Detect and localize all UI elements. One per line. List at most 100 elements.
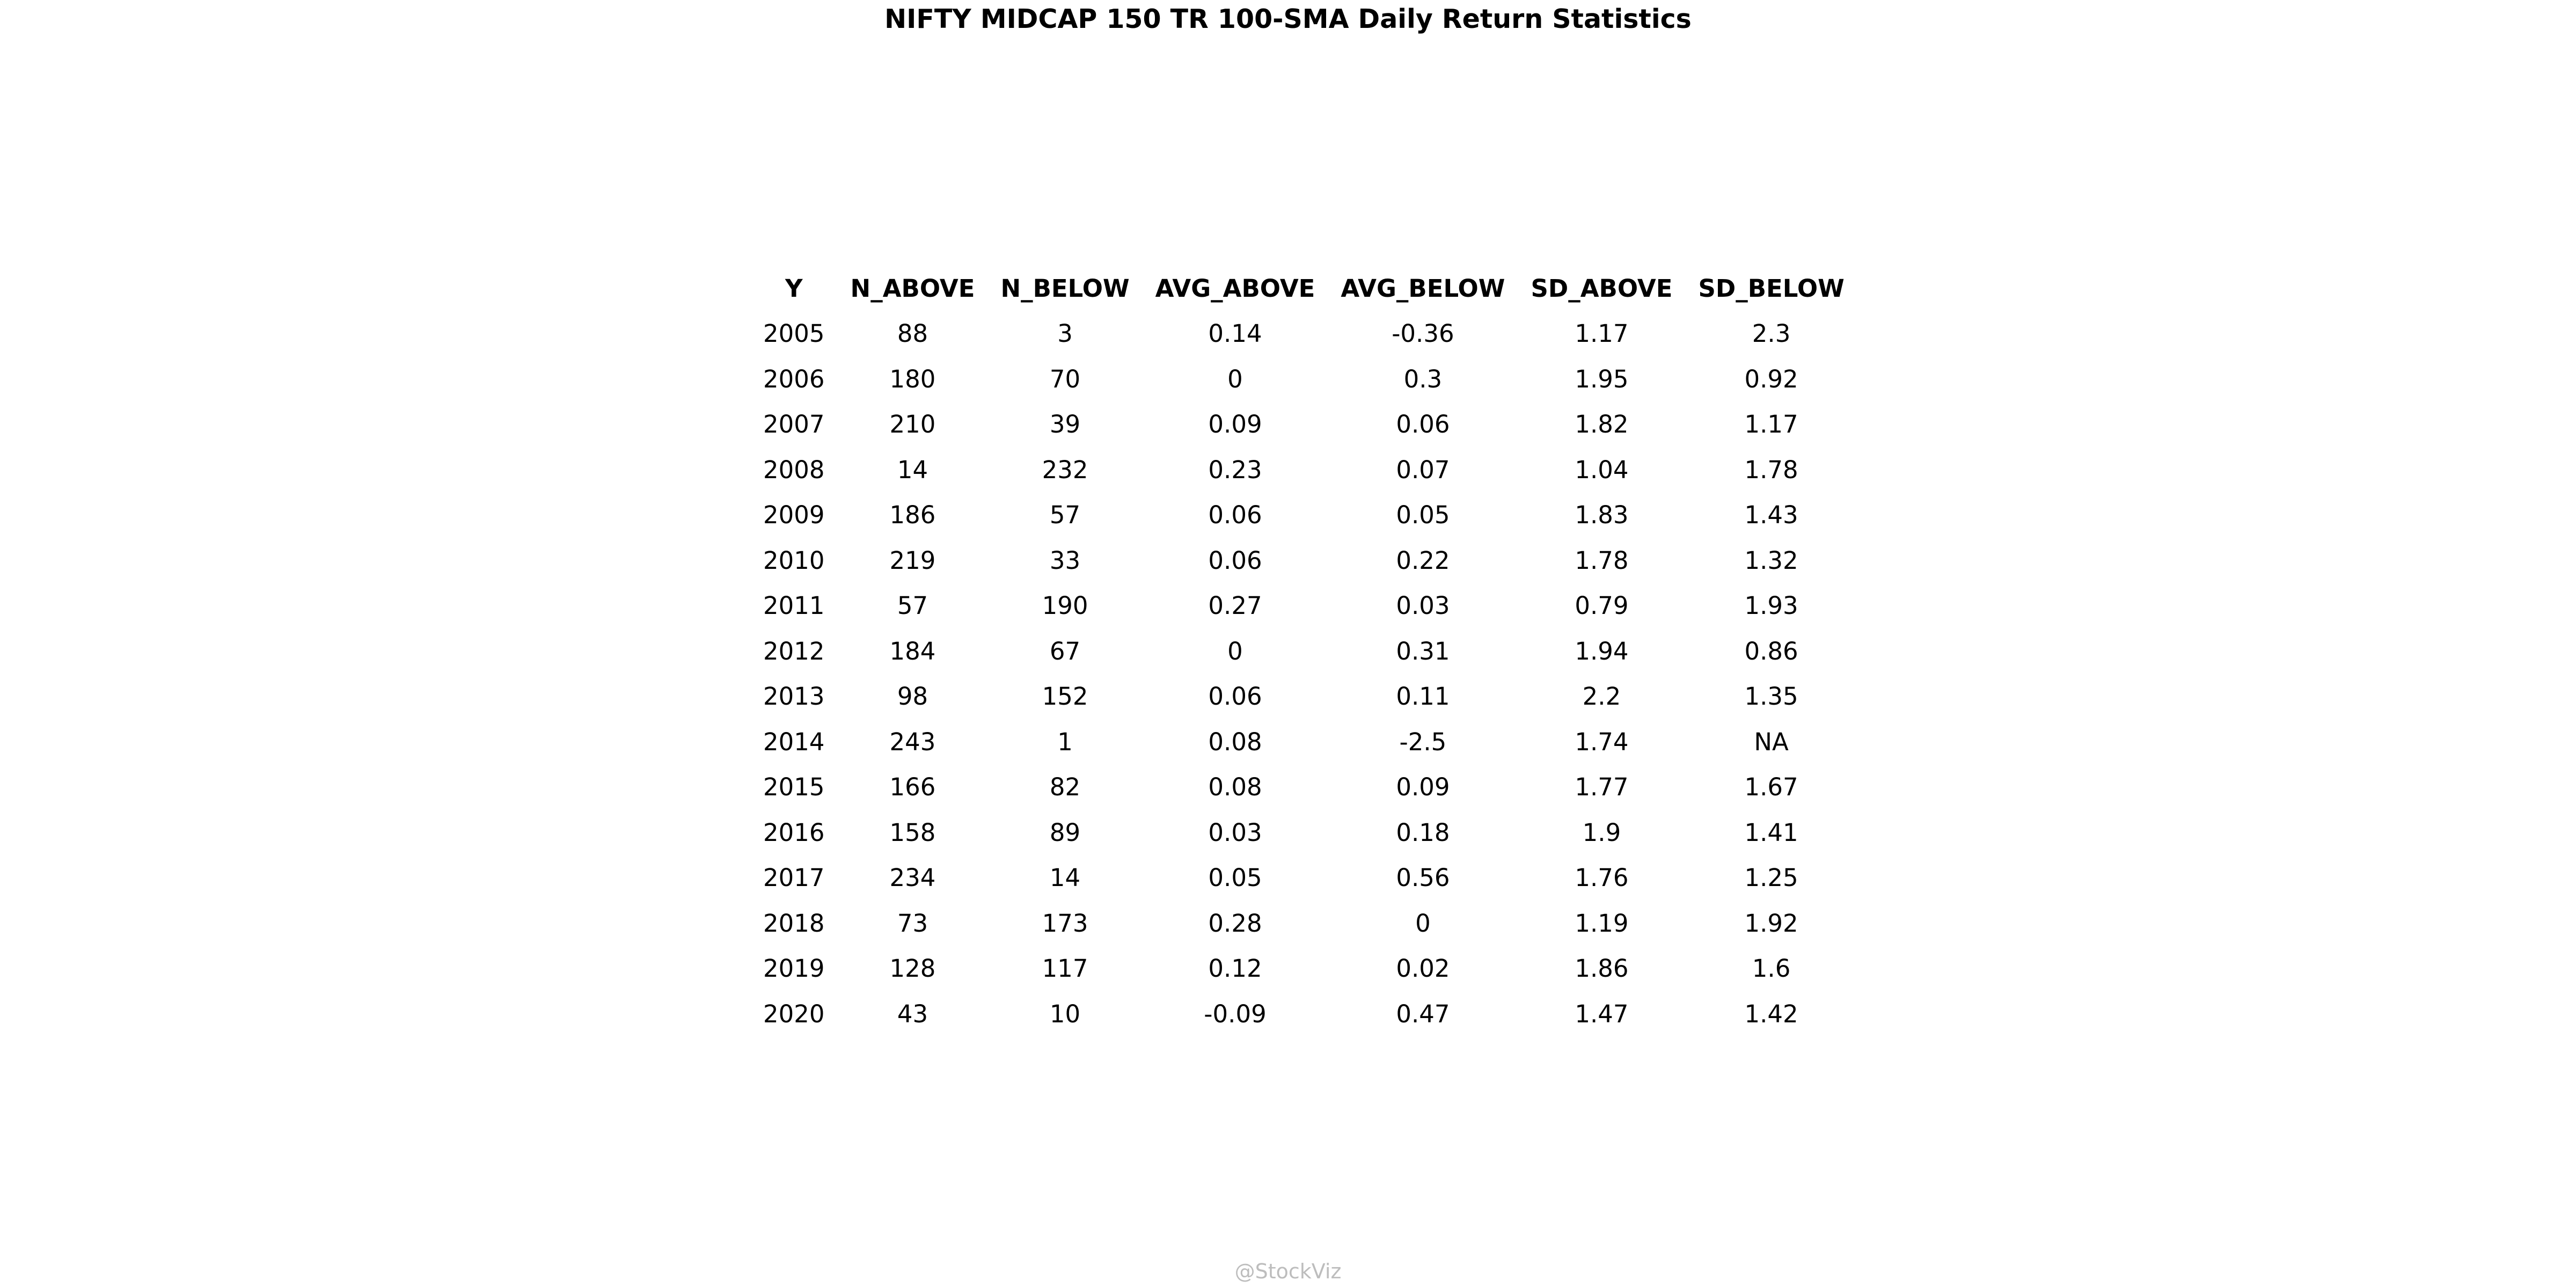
table-cell-n-above: 158 — [889, 818, 936, 847]
table-cell-avg-above: 0.08 — [1208, 773, 1262, 802]
table-row: 2006 180 70 0 0.3 1.95 0.92 — [750, 357, 1857, 402]
table-cell-n-above: 88 — [897, 319, 928, 348]
table-cell-sd-above: 1.17 — [1575, 319, 1629, 348]
table-cell-avg-below: 0.07 — [1396, 455, 1450, 484]
table-cell-n-above: 184 — [889, 636, 936, 665]
table-cell-y: 2011 — [763, 591, 825, 620]
table-cell-sd-below: 1.92 — [1744, 909, 1798, 938]
table-cell-sd-above: 1.94 — [1575, 636, 1629, 665]
table-row: 2015 166 82 0.08 0.09 1.77 1.67 — [750, 765, 1857, 810]
table-cell-n-below: 117 — [1042, 954, 1088, 983]
table-cell-avg-below: 0.05 — [1396, 501, 1450, 530]
column-header-y: Y — [785, 274, 803, 303]
table-cell-y: 2017 — [763, 863, 825, 892]
table-cell-avg-below: 0.06 — [1396, 410, 1450, 439]
table-row: 2010 219 33 0.06 0.22 1.78 1.32 — [750, 538, 1857, 584]
table-cell-sd-above: 2.2 — [1582, 682, 1621, 711]
table-cell-n-below: 152 — [1042, 682, 1088, 711]
table-cell-avg-below: 0 — [1415, 909, 1431, 938]
table-cell-sd-above: 0.79 — [1575, 591, 1629, 620]
table-cell-n-above: 166 — [889, 773, 936, 802]
table-cell-n-below: 1 — [1057, 727, 1073, 756]
table-cell-avg-above: 0.27 — [1208, 591, 1262, 620]
column-header-sd-below: SD_BELOW — [1698, 274, 1845, 303]
table-cell-n-below: 89 — [1049, 818, 1081, 847]
column-header-sd-above: SD_ABOVE — [1531, 274, 1673, 303]
table-cell-avg-below: 0.31 — [1396, 636, 1450, 665]
table-cell-n-above: 128 — [889, 954, 936, 983]
table-cell-avg-below: 0.02 — [1396, 954, 1450, 983]
table-cell-y: 2007 — [763, 410, 825, 439]
table-cell-n-above: 57 — [897, 591, 928, 620]
table-cell-n-below: 10 — [1049, 999, 1081, 1028]
table-cell-y: 2013 — [763, 682, 825, 711]
table-row: 2008 14 232 0.23 0.07 1.04 1.78 — [750, 448, 1857, 493]
table-cell-sd-above: 1.95 — [1575, 364, 1629, 393]
table-cell-avg-below: -2.5 — [1399, 727, 1447, 756]
table-cell-sd-above: 1.19 — [1575, 909, 1629, 938]
table-cell-n-below: 82 — [1049, 773, 1081, 802]
table-cell-sd-below: 0.92 — [1744, 364, 1798, 393]
table-cell-avg-below: 0.56 — [1396, 863, 1450, 892]
table-cell-n-below: 67 — [1049, 636, 1081, 665]
table-cell-sd-above: 1.78 — [1575, 546, 1629, 575]
table-cell-y: 2006 — [763, 364, 825, 393]
chart-title: NIFTY MIDCAP 150 TR 100-SMA Daily Return… — [884, 4, 1692, 34]
table-cell-avg-above: 0 — [1227, 636, 1243, 665]
table-cell-avg-above: 0.14 — [1208, 319, 1262, 348]
table-cell-avg-above: 0.28 — [1208, 909, 1262, 938]
table-cell-sd-below: 1.6 — [1752, 954, 1791, 983]
table-cell-avg-above: 0.09 — [1208, 410, 1262, 439]
table-cell-sd-below: 1.35 — [1744, 682, 1798, 711]
table-row: 2016 158 89 0.03 0.18 1.9 1.41 — [750, 810, 1857, 856]
table-cell-n-below: 190 — [1042, 591, 1088, 620]
table-cell-avg-below: 0.11 — [1396, 682, 1450, 711]
table-cell-avg-below: 0.18 — [1396, 818, 1450, 847]
table-cell-sd-below: 1.78 — [1744, 455, 1798, 484]
table-cell-avg-above: 0.12 — [1208, 954, 1262, 983]
table-cell-sd-below: NA — [1754, 727, 1789, 756]
table-cell-avg-below: 0.47 — [1396, 999, 1450, 1028]
table-cell-avg-below: 0.3 — [1403, 364, 1443, 393]
table-cell-y: 2019 — [763, 954, 825, 983]
table-cell-n-above: 243 — [889, 727, 936, 756]
table-cell-sd-below: 1.32 — [1744, 546, 1798, 575]
table-cell-y: 2012 — [763, 636, 825, 665]
table-row: 2013 98 152 0.06 0.11 2.2 1.35 — [750, 674, 1857, 720]
table-cell-sd-below: 2.3 — [1752, 319, 1791, 348]
table-cell-avg-above: 0.23 — [1208, 455, 1262, 484]
table-cell-y: 2020 — [763, 999, 825, 1028]
table-cell-sd-below: 1.93 — [1744, 591, 1798, 620]
table-cell-n-above: 43 — [897, 999, 928, 1028]
table-cell-n-above: 180 — [889, 364, 936, 393]
table-cell-y: 2016 — [763, 818, 825, 847]
table-cell-sd-below: 0.86 — [1744, 636, 1798, 665]
table-cell-avg-above: 0.06 — [1208, 682, 1262, 711]
table-cell-avg-below: 0.03 — [1396, 591, 1450, 620]
table-body: 2005 88 3 0.14 -0.36 1.17 2.3 2006 180 70 0 0.3 1.95… — [750, 311, 1857, 1037]
table-cell-sd-above: 1.04 — [1575, 455, 1629, 484]
table-cell-y: 2010 — [763, 546, 825, 575]
table-cell-sd-below: 1.42 — [1744, 999, 1798, 1028]
table-cell-avg-above: 0.06 — [1208, 501, 1262, 530]
table-cell-avg-above: 0.06 — [1208, 546, 1262, 575]
table-cell-avg-below: 0.22 — [1396, 546, 1450, 575]
table-cell-n-below: 3 — [1057, 319, 1073, 348]
table-cell-sd-above: 1.74 — [1575, 727, 1629, 756]
table-cell-sd-below: 1.25 — [1744, 863, 1798, 892]
table-row: 2017 234 14 0.05 0.56 1.76 1.25 — [750, 855, 1857, 901]
column-header-avg-below: AVG_BELOW — [1341, 274, 1505, 303]
table-cell-avg-above: 0.05 — [1208, 863, 1262, 892]
table-cell-sd-above: 1.9 — [1582, 818, 1621, 847]
table-cell-sd-below: 1.17 — [1744, 410, 1798, 439]
table-cell-sd-above: 1.83 — [1575, 501, 1629, 530]
table-cell-sd-below: 1.67 — [1744, 773, 1798, 802]
table-row: 2019 128 117 0.12 0.02 1.86 1.6 — [750, 946, 1857, 992]
table-cell-avg-above: -0.09 — [1204, 999, 1267, 1028]
table-cell-n-below: 173 — [1042, 909, 1088, 938]
table-cell-sd-below: 1.41 — [1744, 818, 1798, 847]
table-header-row: Y N_ABOVE N_BELOW AVG_ABOVE AVG_BELOW SD_ABOV… — [750, 266, 1857, 311]
table-cell-n-below: 33 — [1049, 546, 1081, 575]
table-row: 2014 243 1 0.08 -2.5 1.74 NA — [750, 720, 1857, 765]
table-cell-y: 2014 — [763, 727, 825, 756]
